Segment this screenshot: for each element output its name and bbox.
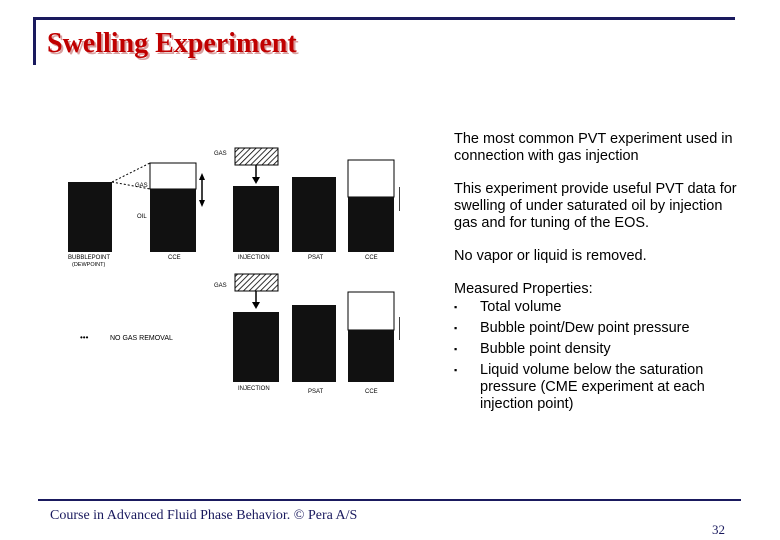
dotted-gas-line (111, 162, 151, 183)
measured-properties-heading: Measured Properties: (454, 281, 593, 297)
measured-properties-list: ▪ Total volume ▪ Bubble point/Dew point pr… (454, 299, 739, 413)
bullet-icon: ▪ (454, 344, 458, 354)
cell-cce1-gas (149, 162, 197, 190)
list-item-text: Liquid volume below the saturation press… (480, 362, 705, 412)
footer-divider (38, 499, 741, 501)
list-item-text: Bubble point/Dew point pressure (480, 320, 690, 336)
label-gas-bottom: GAS (214, 283, 227, 289)
title-frame-top (33, 17, 735, 20)
page-number: 32 (712, 522, 725, 537)
swelling-diagram: GAS GAS OIL BUBBLEPOINT (DEWPOINT) CCE I… (68, 147, 400, 395)
label-gas-top: GAS (214, 151, 227, 157)
cce1-arrow-up (199, 173, 205, 180)
list-item-text: Bubble point density (480, 341, 611, 357)
cell-bubblepoint (68, 182, 112, 252)
title-frame-left (33, 17, 36, 65)
bullet-icon: ▪ (454, 302, 458, 312)
gas-injection-box-bottom (234, 273, 279, 292)
slide-title: Swelling Experiment (47, 28, 297, 59)
label-injection1: INJECTION (238, 255, 270, 261)
list-item: ▪ Bubble point/Dew point pressure (454, 320, 739, 337)
cce1-arrow-down (199, 200, 205, 207)
label-bubblepoint: BUBBLEPOINT (68, 255, 110, 261)
cell-cce3-gas (347, 291, 395, 331)
bullet-icon: ▪ (454, 365, 458, 375)
cell-psat2 (292, 305, 336, 382)
label-cce1: CCE (168, 255, 181, 261)
list-item-text: Total volume (480, 299, 562, 315)
cell-cce1-oil (150, 189, 196, 252)
injection-arrow-bottom-head (252, 302, 260, 309)
label-psat1: PSAT (308, 255, 324, 261)
slide-content: The most common PVT experiment used in c… (454, 131, 739, 417)
bullet-icon: ▪ (454, 323, 458, 333)
dots-marker: ••• (80, 333, 89, 342)
label-no-gas-removal: NO GAS REMOVAL (110, 335, 173, 342)
label-cce3: CCE (365, 389, 378, 395)
cell-injection2 (233, 312, 279, 382)
cell-cce2-gas (347, 159, 395, 198)
cell-cce2-oil (348, 197, 394, 252)
dotted-oil-line (111, 181, 151, 190)
list-item: ▪ Total volume (454, 299, 739, 316)
label-injection2: INJECTION (238, 386, 270, 392)
paragraph-usefulness: This experiment provide useful PVT data … (454, 181, 737, 231)
list-item: ▪ Liquid volume below the saturation pres… (454, 362, 739, 413)
list-item: ▪ Bubble point density (454, 341, 739, 358)
label-dewpoint: (DEWPOINT) (72, 262, 105, 268)
label-oil: OIL (137, 214, 147, 220)
cell-cce3-oil (348, 330, 394, 382)
gas-injection-box-top (234, 147, 279, 166)
label-gas-cell: GAS (135, 183, 148, 189)
paragraph-no-removal: No vapor or liquid is removed. (454, 248, 647, 264)
cell-psat1 (292, 177, 336, 252)
paragraph-intro: The most common PVT experiment used in c… (454, 131, 733, 164)
footer-course: Course in Advanced Fluid Phase Behavior.… (50, 508, 358, 523)
cell-injection1 (233, 186, 279, 252)
label-psat2: PSAT (308, 389, 324, 395)
label-cce2: CCE (365, 255, 378, 261)
injection-arrow-top-head (252, 177, 260, 184)
